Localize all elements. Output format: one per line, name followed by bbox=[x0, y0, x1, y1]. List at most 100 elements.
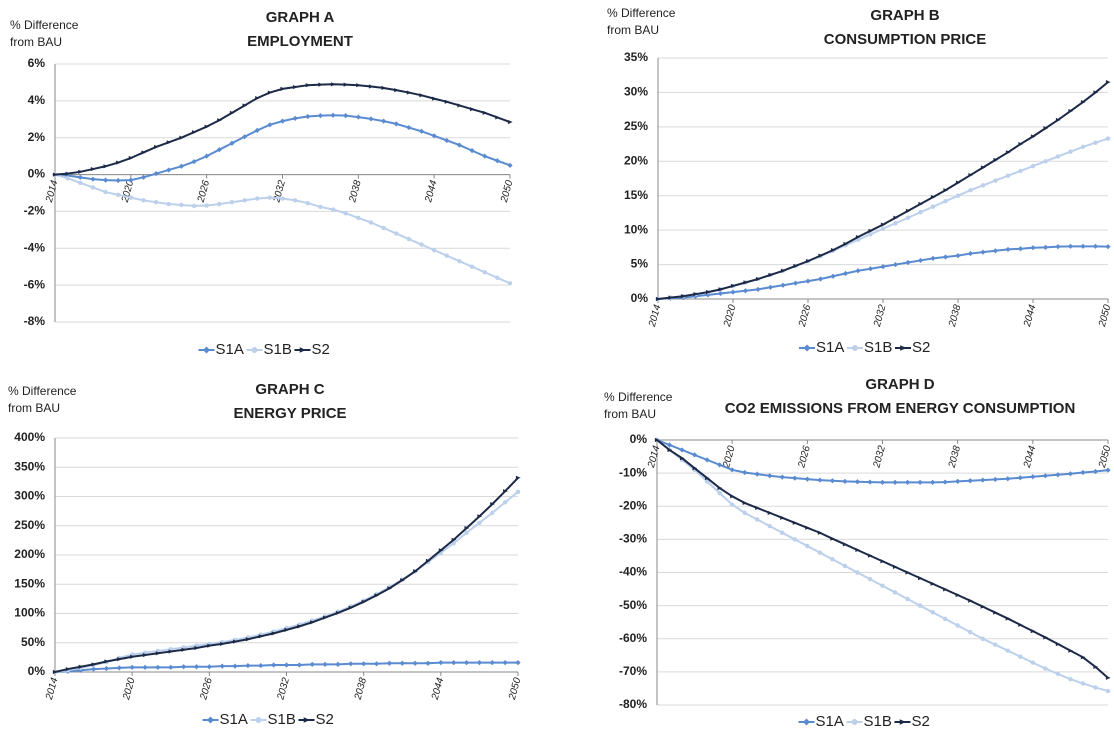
data-point bbox=[993, 642, 998, 647]
data-point bbox=[967, 478, 973, 484]
data-point bbox=[842, 270, 849, 277]
data-point bbox=[318, 204, 323, 210]
x-tick-label: 2026 bbox=[195, 179, 212, 205]
data-point bbox=[892, 564, 898, 569]
data-point bbox=[1080, 469, 1086, 476]
y-tick-label: -80% bbox=[619, 697, 647, 711]
data-point bbox=[220, 641, 225, 646]
data-point bbox=[892, 479, 898, 485]
data-point bbox=[917, 479, 923, 485]
legend-marker bbox=[852, 345, 858, 351]
data-point bbox=[1018, 654, 1023, 659]
data-point bbox=[1005, 246, 1011, 253]
data-point bbox=[361, 599, 367, 604]
data-point bbox=[992, 476, 998, 483]
chart-subtitle: CONSUMPTION PRICE bbox=[824, 31, 987, 48]
data-point bbox=[842, 478, 848, 485]
y-tick-label: 300% bbox=[14, 489, 45, 503]
data-point bbox=[271, 631, 277, 636]
data-point bbox=[742, 500, 748, 506]
y-axis-label: % Difference bbox=[604, 390, 673, 404]
y-axis-label: from BAU bbox=[604, 407, 656, 421]
legend-label: S1B bbox=[864, 713, 892, 730]
data-point bbox=[855, 234, 861, 240]
data-point bbox=[1030, 163, 1036, 169]
data-point bbox=[482, 110, 488, 115]
data-point bbox=[1068, 108, 1074, 114]
data-point bbox=[868, 228, 874, 233]
data-point bbox=[1093, 664, 1099, 669]
data-point bbox=[140, 174, 147, 180]
data-point bbox=[393, 121, 399, 127]
data-point bbox=[1030, 134, 1036, 139]
data-point bbox=[128, 155, 134, 161]
data-point bbox=[767, 523, 772, 529]
data-point bbox=[1055, 154, 1061, 159]
data-point bbox=[1043, 666, 1048, 671]
data-point bbox=[292, 198, 298, 203]
data-point bbox=[330, 112, 336, 118]
y-tick-label: -10% bbox=[619, 465, 647, 479]
data-point bbox=[153, 200, 159, 205]
y-tick-label: 0% bbox=[28, 664, 46, 678]
data-point bbox=[469, 148, 475, 154]
data-point bbox=[217, 118, 222, 123]
data-point bbox=[980, 604, 986, 609]
data-point bbox=[204, 153, 210, 159]
data-point bbox=[1068, 149, 1073, 154]
data-point bbox=[718, 287, 724, 292]
chart-title: GRAPH C bbox=[255, 381, 324, 398]
data-point bbox=[168, 649, 174, 654]
data-point bbox=[179, 135, 184, 140]
data-point bbox=[217, 201, 222, 207]
data-point bbox=[65, 176, 70, 181]
legend-label: S1A bbox=[816, 713, 844, 730]
data-point bbox=[425, 660, 431, 666]
data-point bbox=[880, 559, 886, 564]
data-point bbox=[980, 477, 986, 483]
data-point bbox=[90, 185, 96, 190]
data-point bbox=[438, 660, 444, 666]
data-point bbox=[90, 176, 96, 182]
data-point bbox=[255, 96, 260, 101]
data-point bbox=[892, 261, 899, 268]
x-tick-label: 2044 bbox=[423, 179, 440, 205]
data-point bbox=[943, 199, 948, 204]
data-point bbox=[90, 166, 96, 172]
data-point bbox=[829, 478, 835, 484]
data-point bbox=[425, 558, 431, 563]
data-point bbox=[219, 663, 225, 669]
data-point bbox=[419, 242, 424, 247]
legend-marker bbox=[803, 718, 810, 726]
y-axis-label: % Difference bbox=[10, 18, 79, 32]
data-point bbox=[464, 530, 469, 535]
y-tick-label: 200% bbox=[14, 547, 45, 561]
data-point bbox=[229, 200, 235, 205]
x-tick-label: 2038 bbox=[947, 303, 964, 329]
data-point bbox=[1093, 90, 1099, 95]
data-point bbox=[730, 289, 736, 295]
data-point bbox=[904, 479, 911, 485]
data-point bbox=[451, 660, 457, 666]
data-point bbox=[905, 259, 911, 266]
data-point bbox=[103, 665, 110, 672]
legend-label: S1A bbox=[216, 341, 244, 358]
data-point bbox=[955, 478, 961, 485]
y-tick-label: -50% bbox=[619, 598, 647, 612]
data-point bbox=[742, 469, 748, 476]
data-point bbox=[755, 286, 761, 292]
data-point bbox=[292, 115, 298, 121]
data-point bbox=[918, 576, 923, 581]
data-point bbox=[830, 536, 835, 541]
data-point bbox=[867, 479, 873, 485]
data-point bbox=[255, 196, 260, 201]
data-point bbox=[116, 160, 121, 165]
y-tick-label: 15% bbox=[624, 188, 648, 202]
data-point bbox=[867, 266, 874, 272]
data-point bbox=[309, 661, 315, 667]
data-point bbox=[980, 165, 986, 170]
data-point bbox=[817, 477, 823, 483]
data-point bbox=[194, 645, 200, 651]
data-point bbox=[1017, 246, 1024, 252]
data-point bbox=[1080, 681, 1086, 686]
